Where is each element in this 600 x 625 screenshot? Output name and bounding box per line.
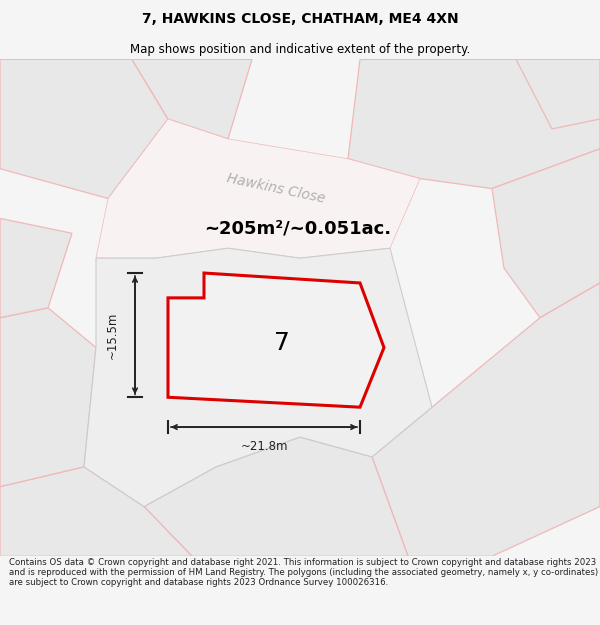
Text: ~15.5m: ~15.5m [106, 311, 119, 359]
Text: ~21.8m: ~21.8m [240, 441, 288, 454]
Polygon shape [516, 59, 600, 129]
Text: Hawkins Close: Hawkins Close [226, 171, 326, 206]
Polygon shape [0, 218, 72, 318]
Text: 7: 7 [274, 331, 290, 354]
Polygon shape [0, 308, 96, 487]
Polygon shape [348, 59, 600, 189]
Polygon shape [372, 283, 600, 556]
Polygon shape [144, 437, 408, 556]
Text: Map shows position and indicative extent of the property.: Map shows position and indicative extent… [130, 42, 470, 56]
Polygon shape [0, 467, 192, 556]
Polygon shape [132, 59, 252, 139]
Text: Contains OS data © Crown copyright and database right 2021. This information is : Contains OS data © Crown copyright and d… [9, 558, 598, 588]
Polygon shape [96, 119, 420, 258]
Text: 7, HAWKINS CLOSE, CHATHAM, ME4 4XN: 7, HAWKINS CLOSE, CHATHAM, ME4 4XN [142, 12, 458, 26]
Polygon shape [168, 273, 384, 408]
Polygon shape [492, 149, 600, 318]
Polygon shape [0, 59, 168, 199]
Polygon shape [84, 248, 432, 506]
Text: ~205m²/~0.051ac.: ~205m²/~0.051ac. [204, 219, 391, 238]
